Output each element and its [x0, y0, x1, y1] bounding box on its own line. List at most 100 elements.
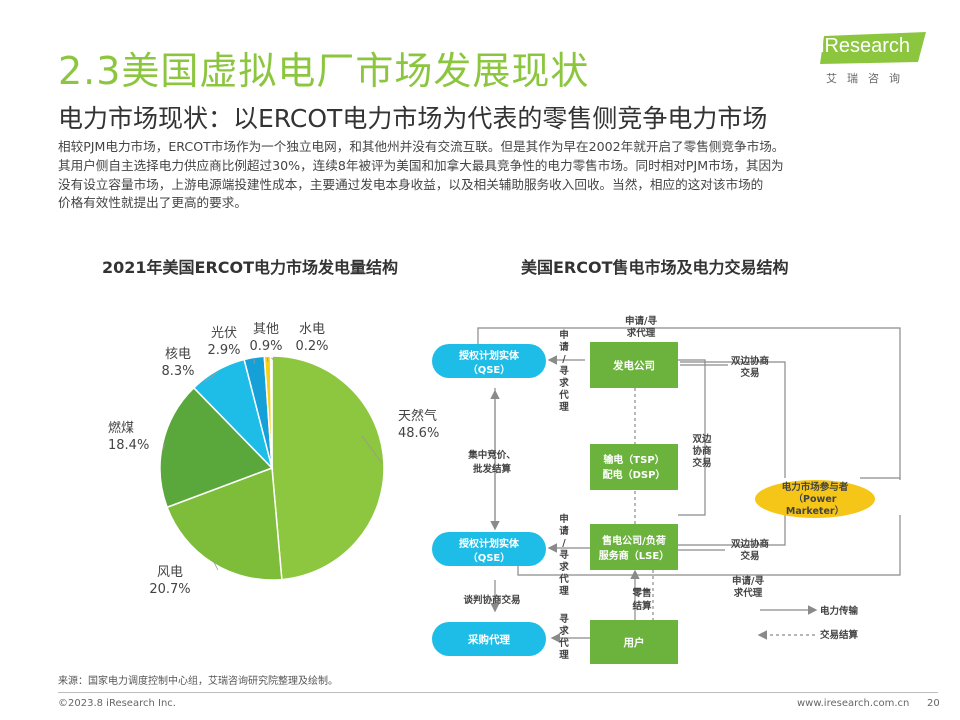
flow-text-labels: 申请/寻 求代理 申 请 / 寻 求 代 理 申 请 / 寻 求 代 理 寻 求…: [463, 315, 858, 661]
qse-top-line2: （QSE）: [468, 363, 511, 376]
intro-line: 价格有效性就提出了更高的要求。: [58, 195, 247, 211]
pie-slice-1: [166, 466, 283, 581]
intro-line: 其用户侧自主选择电力供应商比例超过30%，连续8年被评为美国和加拿大最具竞争性的…: [58, 157, 784, 173]
apply-agent-right-1: 申请/寻: [732, 575, 764, 587]
footer-copyright: ©2023.8 iResearch Inc.: [58, 698, 176, 709]
connector-lines: [477, 327, 901, 643]
svg-text:寻: 寻: [559, 614, 569, 625]
central-bidding-1: 集中竞价、: [467, 449, 516, 461]
svg-text:申: 申: [559, 329, 569, 341]
node-qse-mid: 授权计划实体 （QSE）: [432, 532, 546, 566]
node-user: 用户: [590, 620, 678, 664]
footer-url[interactable]: www.iresearch.com.cn: [797, 698, 910, 709]
intro-line: 相较PJM电力市场，ERCOT市场作为一个独立电网，和其他州并没有交流互联。但是…: [58, 139, 785, 154]
intro-line: 没有设立容量市场，上游电源端投建性成本，主要通过发电本身收益，以及相关辅助服务收…: [58, 176, 764, 192]
lse-line1: 售电公司/负荷: [602, 534, 666, 547]
pie-labels: 天然气 48.6% 风电 20.7% 燃煤 18.4% 核电 8.3% 光伏 2.9% 其他 0.9%…: [108, 322, 439, 597]
flow-diagram-title: 美国ERCOT售电市场及电力交易结构: [521, 258, 789, 277]
tsp-label: 输电（TSP）: [603, 453, 664, 466]
apply-vertical-2: 申 请 / 寻 求 代 理: [558, 513, 569, 597]
line-bilateral-top: [680, 361, 786, 478]
pie-leader-2: [161, 443, 166, 453]
bilateral-vertical-1: 双边: [691, 433, 712, 445]
pie-slice-2: [159, 386, 274, 509]
negotiation-label: 谈判协商交易: [463, 594, 520, 606]
node-tsp-dsp: 输电（TSP） 配电（DSP）: [590, 444, 678, 490]
apply-vertical-1: 申 请 / 寻 求 代 理: [558, 329, 569, 413]
pm-line3: Marketer）: [786, 505, 844, 517]
generator-label: 发电公司: [612, 359, 655, 372]
pie-slices: [159, 355, 385, 581]
line-bilateral-bottom: [678, 510, 786, 546]
apply-agent-top-2: 求代理: [627, 327, 656, 339]
pie-leader-0: [361, 435, 383, 464]
purchase-agent-label: 采购代理: [467, 633, 510, 646]
pie-label-name-2: 燃煤: [108, 420, 134, 436]
node-qse-top: 授权计划实体 （QSE）: [432, 344, 546, 378]
lse-line2: 服务商（LSE）: [599, 549, 669, 562]
svg-text:理: 理: [559, 402, 569, 413]
pie-leader-3: [204, 371, 219, 383]
pie-label-name-0: 天然气: [398, 408, 437, 424]
retail-settle-1: 零售: [631, 587, 651, 599]
pie-label-value-0: 48.6%: [398, 426, 439, 441]
bilateral-vertical-2: 协商: [692, 445, 712, 457]
bilateral-vertical-3: 交易: [692, 457, 711, 469]
central-bidding-2: 批发结算: [473, 463, 512, 475]
line-qse-mid-loop: [517, 515, 901, 576]
svg-text:请: 请: [559, 341, 569, 353]
svg-text:请: 请: [559, 525, 569, 537]
svg-text:求: 求: [559, 561, 569, 573]
pie-label-name-4: 光伏: [211, 326, 237, 341]
pie-label-name-6: 水电: [299, 322, 325, 337]
legend-trade-label: 交易结算: [820, 629, 859, 641]
node-generator: 发电公司: [590, 342, 678, 388]
pie-label-value-3: 8.3%: [161, 364, 194, 379]
dashed-lines: [634, 388, 815, 640]
svg-text:寻: 寻: [559, 366, 569, 377]
pie-leader-6: [271, 357, 275, 361]
page-title: 2.3美国虚拟电厂市场发展现状: [58, 49, 590, 93]
svg-text:寻: 寻: [559, 550, 569, 561]
pie-chart-title: 2021年美国ERCOT电力市场发电量结构: [102, 258, 399, 277]
bilateral-1-line1: 双边协商: [730, 355, 770, 367]
footer-divider: [58, 692, 938, 693]
logo-chinese-name: 艾瑞咨询: [826, 72, 910, 85]
pie-label-value-4: 2.9%: [207, 343, 240, 358]
intro-paragraph: 相较PJM电力市场，ERCOT市场作为一个独立电网，和其他州并没有交流互联。但是…: [58, 138, 908, 213]
pie-label-value-5: 0.9%: [249, 339, 282, 354]
pie-label-value-6: 0.2%: [295, 339, 328, 354]
retail-settle-2: 结算: [631, 600, 652, 612]
market-structure-diagram: 授权计划实体 （QSE） 授权计划实体 （QSE） 采购代理 发电公司 输电（T…: [432, 315, 901, 664]
bilateral-2-line1: 双边协商: [730, 538, 770, 550]
bilateral-2-line2: 交易: [740, 550, 759, 562]
pie-label-value-1: 20.7%: [149, 582, 190, 597]
pie-leader-1: [212, 560, 219, 571]
svg-text:求: 求: [559, 625, 569, 637]
pie-slice-6: [269, 355, 273, 469]
node-power-marketer: 电力市场参与者 （Power Marketer）: [755, 480, 875, 518]
qse-mid-line2: （QSE）: [468, 551, 511, 564]
svg-text:理: 理: [559, 586, 569, 597]
node-purchase-agent: 采购代理: [432, 622, 546, 656]
svg-text:代: 代: [558, 389, 569, 401]
seek-vertical: 寻 求 代 理: [558, 614, 569, 661]
bilateral-1-line2: 交易: [740, 367, 759, 379]
pm-line2: （Power: [794, 493, 837, 505]
svg-text:理: 理: [559, 650, 569, 661]
pie-label-value-2: 18.4%: [108, 438, 149, 453]
pm-line1: 电力市场参与者: [782, 481, 849, 493]
svg-text:申: 申: [559, 513, 569, 525]
iresearch-logo: [818, 32, 928, 92]
qse-top-line1: 授权计划实体: [459, 349, 520, 362]
logo-wordmark: iResearch: [820, 35, 911, 57]
pie-label-name-5: 其他: [253, 322, 279, 337]
node-lse: 售电公司/负荷 服务商（LSE）: [590, 524, 678, 570]
pie-leader-lines: [161, 357, 383, 571]
line-top-loop: [477, 327, 901, 480]
pie-label-name-1: 风电: [157, 565, 183, 580]
user-label: 用户: [623, 636, 645, 649]
legend-power-label: 电力传输: [820, 605, 859, 617]
svg-text:代: 代: [558, 637, 569, 649]
svg-text:/: /: [562, 354, 566, 365]
